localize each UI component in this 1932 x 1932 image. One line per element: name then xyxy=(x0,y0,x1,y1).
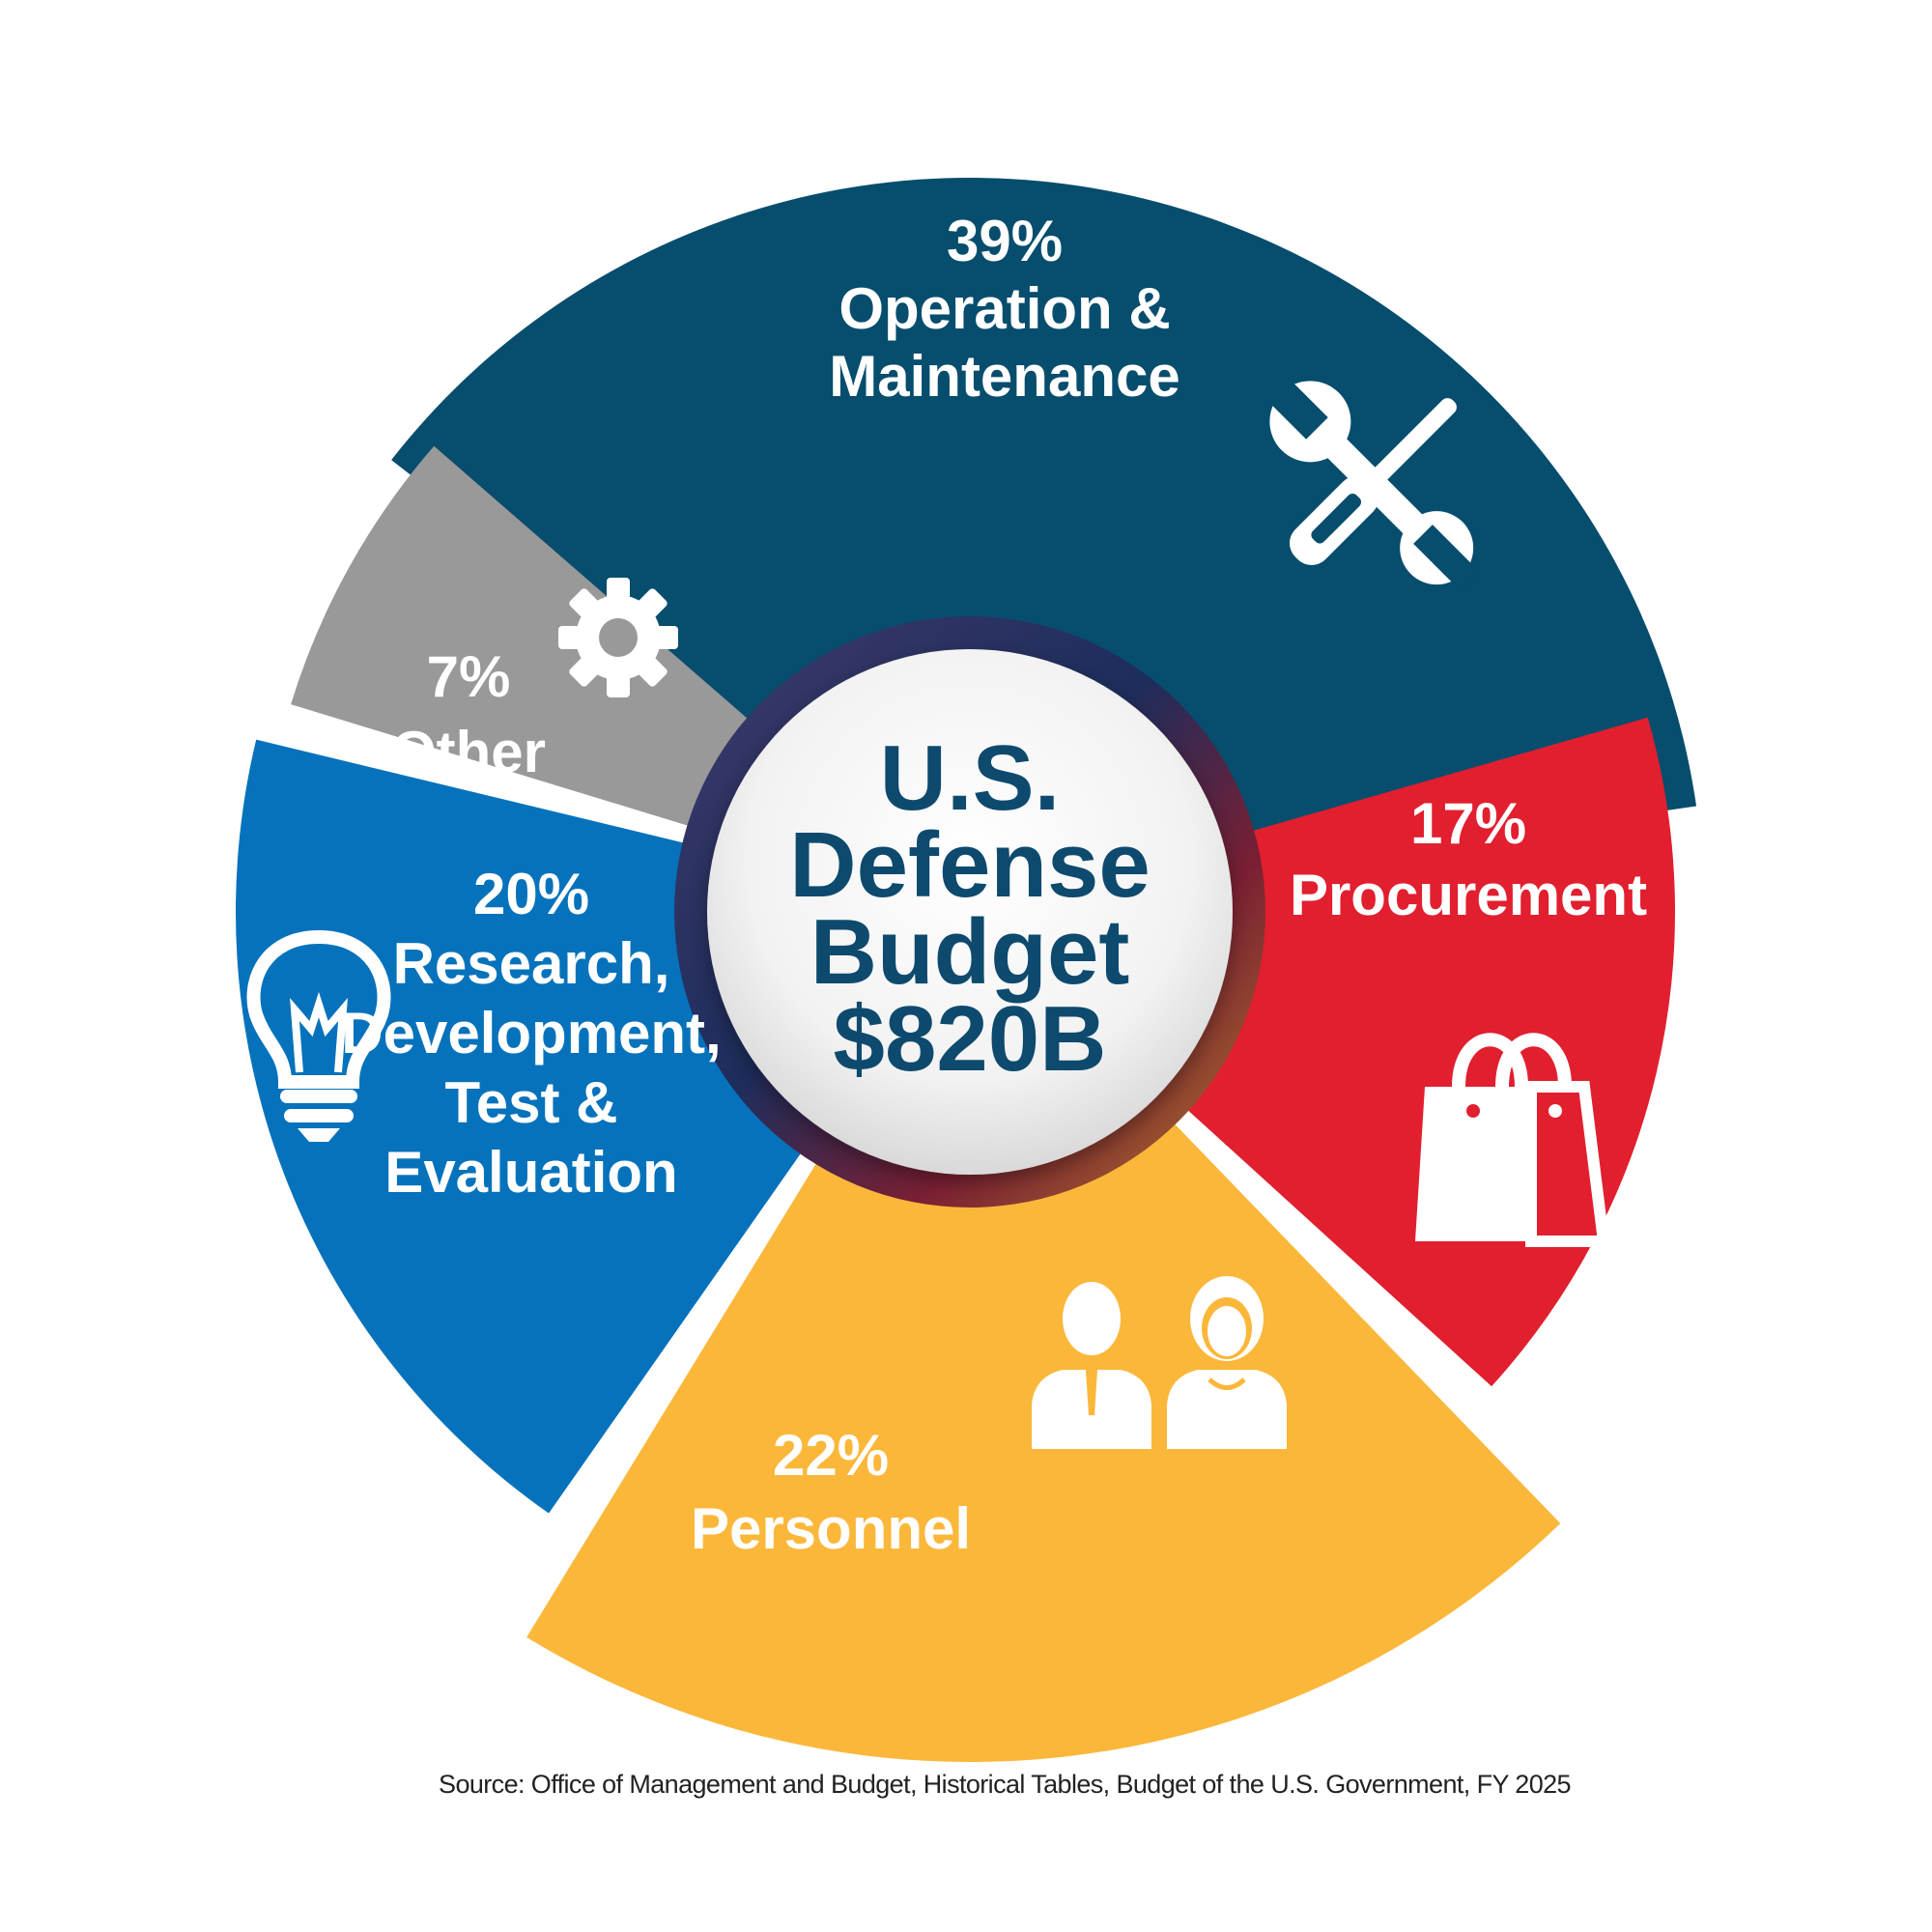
slice-2-percent: 17% xyxy=(1410,791,1526,856)
source-note: Source: Office of Management and Budget,… xyxy=(439,1770,1571,1799)
center-title-line-1: U.S. xyxy=(880,726,1061,830)
slice-2-label-line-1: Procurement xyxy=(1290,863,1647,927)
slice-4-label-line-3: Test & xyxy=(445,1070,618,1135)
slice-5-percent: 7% xyxy=(427,644,511,709)
slice-1-label-line-1: Operation & xyxy=(838,276,1170,341)
center-circle xyxy=(707,649,1233,1175)
slice-5-label-line-1: Other xyxy=(391,720,546,784)
shopping-bag-icon xyxy=(1415,1033,1610,1247)
slice-4-label-line-4: Evaluation xyxy=(384,1140,677,1205)
slice-1-label-line-2: Maintenance xyxy=(829,344,1179,409)
icons-layer xyxy=(246,376,1610,1449)
slice-2 xyxy=(1183,717,1676,1387)
slice-1-percent: 39% xyxy=(947,209,1063,273)
slice-3-label-line-1: Personnel xyxy=(691,1496,971,1561)
slice-4-percent: 20% xyxy=(473,862,589,926)
center-disc: U.S. Defense Budget $820B xyxy=(674,616,1265,1208)
lightbulb-icon xyxy=(246,929,391,1142)
slice-3-percent: 22% xyxy=(773,1423,889,1488)
gear-icon xyxy=(558,578,678,697)
slice-4-label-line-1: Research, xyxy=(393,931,670,996)
people-icon xyxy=(1032,1276,1287,1449)
slice-4 xyxy=(235,739,804,1514)
slice-5 xyxy=(291,445,752,828)
slice-4-label-line-2: Development, xyxy=(341,1001,721,1065)
center-title-line-2: Defense xyxy=(789,813,1151,917)
center-budget-total: $820B xyxy=(834,987,1107,1091)
labels-layer: 39%Operation &Maintenance 17% Procurement 2… xyxy=(341,209,1647,1561)
center-title-line-3: Budget xyxy=(810,900,1130,1004)
wrench-screwdriver-icon xyxy=(1264,376,1481,592)
